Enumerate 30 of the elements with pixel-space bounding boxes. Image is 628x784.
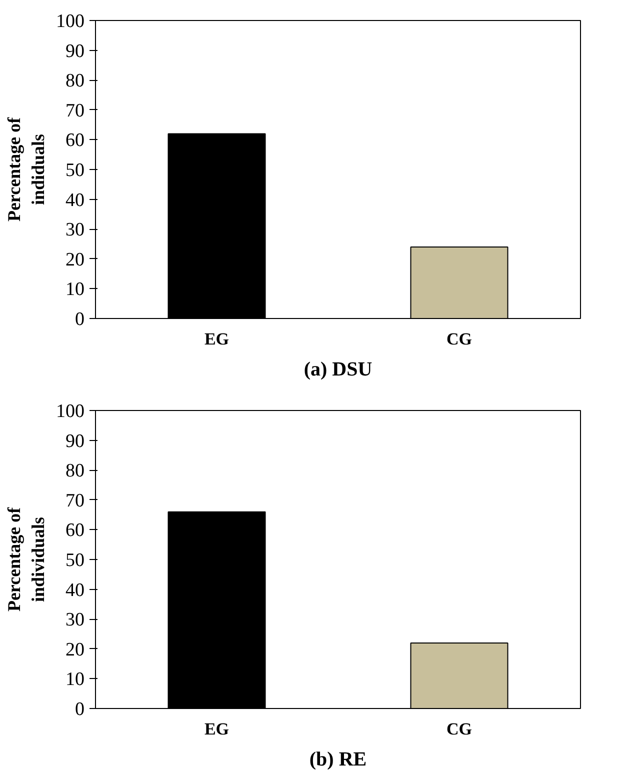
y-tick-label: 40	[66, 190, 84, 211]
y-tick-label: 10	[66, 279, 84, 300]
y-tick-label: 80	[66, 460, 84, 482]
y-tick-label: 40	[66, 580, 84, 601]
text: (a) DSU	[304, 358, 372, 380]
x-tick-label: CG	[446, 330, 472, 348]
y-tick-label: 30	[66, 610, 84, 631]
y-tick-label: 100	[56, 11, 84, 32]
x-tick-label: CG	[446, 720, 472, 738]
y-tick-label: 90	[66, 40, 84, 62]
y-tick-label: 20	[66, 249, 84, 270]
y-tick-label: 60	[66, 520, 84, 542]
y-tick-label: 100	[56, 401, 84, 422]
y-tick-label: 20	[66, 639, 84, 660]
x-tick-label: EG	[204, 330, 230, 348]
y-tick-label: 10	[66, 669, 84, 690]
y-tick-label: 70	[66, 100, 84, 122]
y-tick-label: 50	[66, 160, 84, 181]
y-axis-title: Percentage of individuals	[4, 506, 48, 612]
x-tick-label: EG	[204, 720, 230, 738]
y-tick-label: 30	[66, 220, 84, 241]
text: (b) RE	[309, 748, 367, 770]
y-axis-title: Percentage of indiduals	[4, 116, 48, 222]
y-tick-label: 60	[66, 130, 84, 152]
y-tick-label: 70	[66, 490, 84, 512]
y-tick-label: 90	[66, 430, 84, 452]
y-tick-label: 80	[66, 70, 84, 92]
y-tick-label: 50	[66, 550, 84, 571]
y-tick-label: 0	[75, 309, 84, 330]
y-tick-label: 0	[75, 699, 84, 720]
